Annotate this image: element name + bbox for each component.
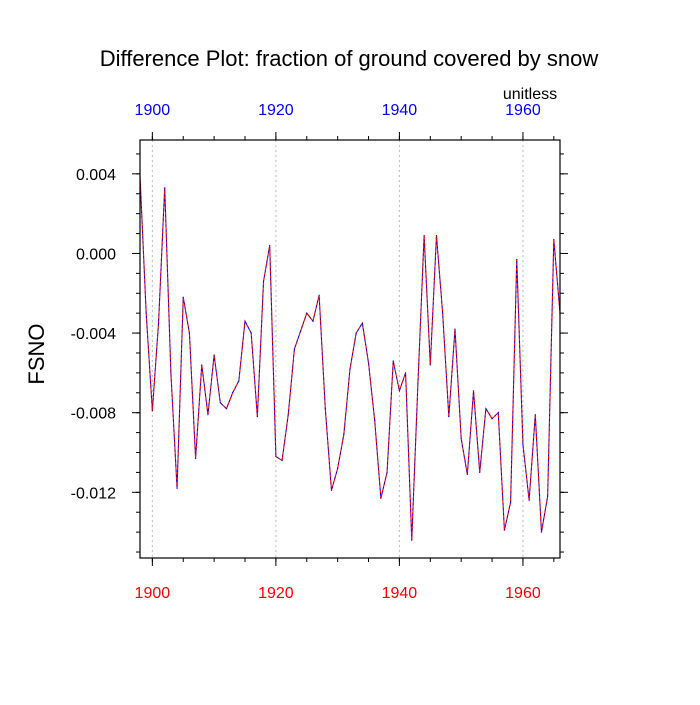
data-point xyxy=(460,437,462,440)
data-point xyxy=(367,362,370,364)
data-point xyxy=(170,372,172,374)
y-axis-label: FSNO xyxy=(24,323,49,384)
x-tick-label-top: 1940 xyxy=(382,102,418,119)
data-point xyxy=(534,414,536,416)
data-point xyxy=(404,372,407,374)
data-point xyxy=(479,471,481,474)
data-point xyxy=(281,459,283,462)
x-tick-label-bottom: 1960 xyxy=(505,585,541,602)
data-point xyxy=(188,332,191,334)
data-point xyxy=(337,467,339,470)
data-point xyxy=(318,294,320,296)
data-point xyxy=(330,489,333,491)
data-point xyxy=(287,414,289,416)
x-tick-label-bottom: 1940 xyxy=(382,585,418,602)
data-point xyxy=(256,416,258,418)
data-point xyxy=(176,487,178,489)
data-point xyxy=(392,360,394,362)
data-point xyxy=(349,368,351,370)
data-point xyxy=(151,410,153,412)
data-point xyxy=(485,408,487,410)
data-point xyxy=(145,312,147,314)
data-point xyxy=(312,320,314,322)
data-point xyxy=(417,382,419,384)
data-point xyxy=(194,457,197,460)
y-tick-label: -0.004 xyxy=(71,326,116,343)
grid-lines xyxy=(151,140,524,558)
data-point xyxy=(299,330,302,332)
chart-title: Difference Plot: fraction of ground cove… xyxy=(100,46,599,71)
data-point xyxy=(540,531,543,533)
data-point xyxy=(213,354,215,356)
data-point xyxy=(503,529,506,531)
x-tick-label-top: 1900 xyxy=(135,102,171,119)
data-point xyxy=(262,280,265,282)
x-tick-label-top: 1960 xyxy=(505,102,541,119)
data-point xyxy=(509,501,512,503)
data-point xyxy=(380,497,382,499)
x-tick-label-top: 1920 xyxy=(258,102,294,119)
data-point xyxy=(435,234,438,237)
data-point xyxy=(522,443,524,446)
data-point xyxy=(343,433,345,436)
data-point xyxy=(244,320,246,322)
series-line-red-0 xyxy=(139,175,561,541)
y-tick-label: 0.000 xyxy=(76,246,116,263)
data-point xyxy=(275,455,277,458)
data-point xyxy=(553,238,555,241)
data-point xyxy=(207,414,209,416)
plot-frame xyxy=(139,139,561,559)
data-point xyxy=(293,348,296,350)
data-point xyxy=(491,418,493,420)
data-point xyxy=(472,390,475,392)
data-point xyxy=(324,408,326,410)
series-line-blue-0 xyxy=(139,175,561,541)
data-point xyxy=(201,364,203,366)
data-point xyxy=(516,258,518,261)
x-tick-label-bottom: 1920 xyxy=(258,585,294,602)
data-point xyxy=(374,420,376,422)
data-point xyxy=(423,234,425,237)
data-point xyxy=(411,539,413,541)
data-point xyxy=(442,312,444,314)
data-point xyxy=(386,471,388,474)
data-point xyxy=(157,322,160,324)
axis-ticks: 1900 1900 1920 1920 1940 1940 1960 1960 0.004 0.0… xyxy=(71,102,568,602)
x-tick-label-bottom: 1900 xyxy=(135,585,171,602)
data-point xyxy=(269,244,271,247)
data-point xyxy=(250,332,252,334)
data-point xyxy=(219,402,221,404)
data-point xyxy=(164,187,166,189)
y-tick-label: -0.008 xyxy=(71,406,116,423)
data-point xyxy=(454,328,456,330)
data-point xyxy=(232,392,234,394)
data-point xyxy=(238,380,240,382)
units-label: unitless xyxy=(503,86,557,103)
data-point xyxy=(361,322,363,324)
data-point xyxy=(429,364,431,366)
data-point xyxy=(497,412,499,414)
data-point xyxy=(182,296,184,298)
data-point xyxy=(448,416,450,418)
data-point xyxy=(398,390,401,392)
data-point xyxy=(225,408,228,410)
data-point xyxy=(466,473,468,475)
y-tick-label: 0.004 xyxy=(76,167,116,184)
data-point xyxy=(547,495,549,497)
data-point xyxy=(355,332,357,334)
data-point xyxy=(528,499,530,501)
series-lines xyxy=(139,175,561,541)
data-point xyxy=(306,312,308,314)
y-tick-label: -0.012 xyxy=(71,485,116,502)
